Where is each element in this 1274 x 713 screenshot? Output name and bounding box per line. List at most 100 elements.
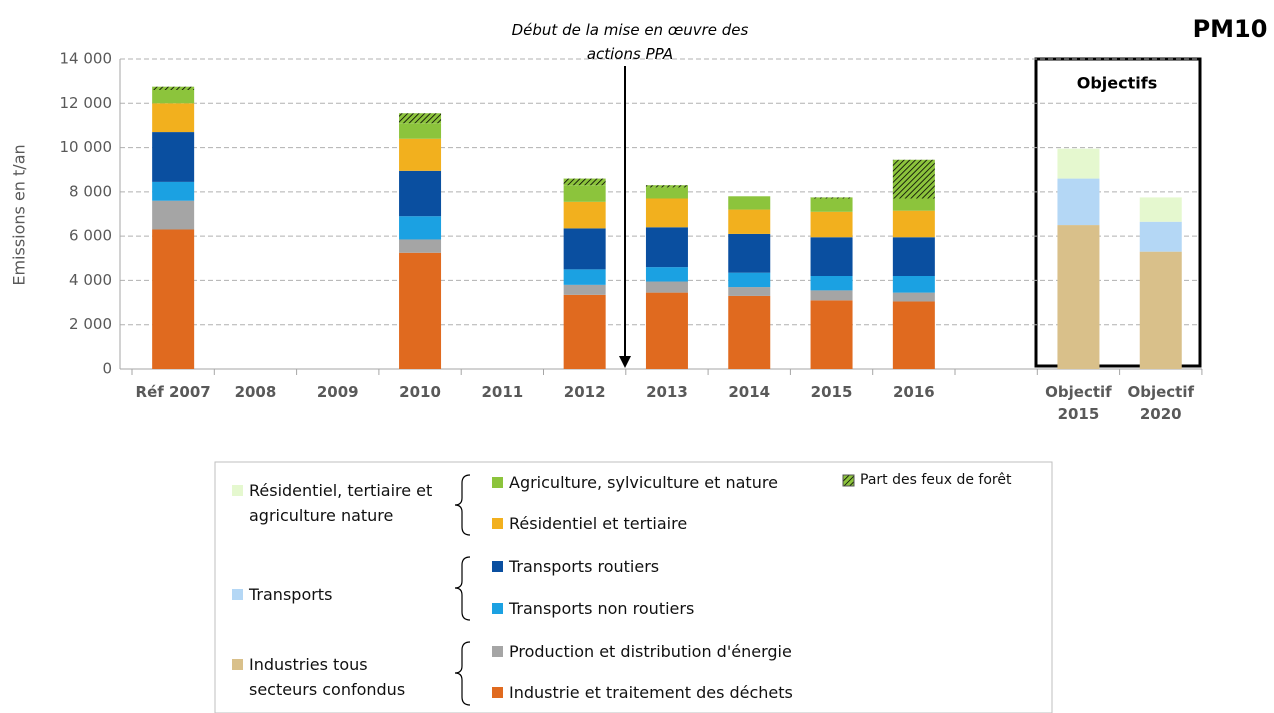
bar-segment xyxy=(563,178,606,186)
legend-swatch xyxy=(232,659,243,670)
legend-label: Résidentiel et tertiaire xyxy=(509,514,688,533)
bar-segment xyxy=(728,209,771,234)
bar-segment xyxy=(563,228,606,270)
x-tick-label: 2012 xyxy=(563,383,606,401)
legend-label: Transports xyxy=(249,585,333,604)
bar-segment xyxy=(728,196,771,210)
bar-segment xyxy=(1057,148,1100,179)
bar-segment xyxy=(728,272,771,288)
bar-segment xyxy=(152,200,195,230)
y-axis-label: Emissions en t/an xyxy=(10,144,29,285)
bar-segment xyxy=(810,198,853,212)
chart-title: PM10 xyxy=(1193,15,1268,43)
bar-segment xyxy=(892,198,935,211)
legend-swatch xyxy=(492,561,503,572)
bar-segment xyxy=(645,187,688,199)
bar-segment xyxy=(892,159,935,199)
legend-box xyxy=(214,461,1053,713)
bar-segment xyxy=(152,103,195,133)
y-tick-label: 12 000 xyxy=(60,94,113,112)
y-tick-label: 10 000 xyxy=(60,138,113,156)
bar-segment xyxy=(563,269,606,285)
y-tick-label: 0 xyxy=(102,360,112,378)
bar-segment xyxy=(399,170,442,217)
x-tick-label: 2011 xyxy=(481,383,524,401)
annotation: Début de la mise en œuvre des actions PP… xyxy=(511,21,749,63)
x-tick-label: Objectif 2015 xyxy=(1045,383,1112,423)
x-tick-label: 2013 xyxy=(646,383,688,401)
legend-swatch xyxy=(842,474,855,487)
objectives-box xyxy=(1034,57,1202,368)
bar-segment xyxy=(399,113,442,124)
bar-segment xyxy=(892,210,935,238)
bar-segment xyxy=(645,227,688,268)
y-tick-label: 8 000 xyxy=(69,182,112,200)
legend-label: Transports non routiers xyxy=(509,599,695,618)
x-tick-label: 2010 xyxy=(399,383,441,401)
x-tick-label: 2016 xyxy=(892,383,935,401)
legend-swatch xyxy=(232,589,243,600)
x-tick-label: Objectif 2020 xyxy=(1127,383,1195,423)
bar-segment xyxy=(810,276,853,291)
bar-segment xyxy=(152,90,195,104)
bar-segment xyxy=(645,281,688,293)
bar-segment xyxy=(563,284,606,295)
bar-segment xyxy=(892,237,935,276)
y-tick-label: 6 000 xyxy=(69,227,112,245)
box-label: Objectifs xyxy=(1077,74,1158,93)
bar-segment xyxy=(399,252,442,369)
x-tick-label: Réf 2007 xyxy=(135,383,211,401)
annotation-arrowhead xyxy=(619,356,631,368)
bar-segment xyxy=(152,229,195,369)
bar-segment xyxy=(1139,197,1182,222)
bar-segment xyxy=(152,132,195,182)
bar-segment xyxy=(1139,251,1182,369)
bar-segment xyxy=(892,276,935,293)
bar-segment xyxy=(810,237,853,276)
bar-segment xyxy=(810,211,853,238)
bar-segment xyxy=(152,181,195,201)
bar-segment xyxy=(728,295,771,369)
bar-segment xyxy=(1057,225,1100,369)
x-tick-label: 2015 xyxy=(810,383,853,401)
y-tick-label: 4 000 xyxy=(69,271,112,289)
legend-swatch xyxy=(492,477,503,488)
y-tick-label: 14 000 xyxy=(60,50,113,68)
bar-segment xyxy=(645,185,688,188)
legend-swatch xyxy=(492,687,503,698)
x-tick-label: 2014 xyxy=(728,383,771,401)
x-tick-label: 2008 xyxy=(234,383,277,401)
bar-segment xyxy=(645,198,688,228)
bar-segment xyxy=(399,216,442,240)
legend-swatch xyxy=(492,603,503,614)
legend-swatch xyxy=(492,518,503,529)
bar-segment xyxy=(563,201,606,229)
bar-segment xyxy=(810,290,853,301)
bar-segment xyxy=(645,267,688,282)
legend-label: Agriculture, sylviculture et nature xyxy=(509,473,778,492)
bar-segment xyxy=(728,287,771,296)
bar-segment xyxy=(1139,221,1182,252)
bar-segment xyxy=(810,300,853,369)
bar-segment xyxy=(152,86,195,90)
bar-segment xyxy=(1057,178,1100,226)
bar-segment xyxy=(399,239,442,253)
bar-segment xyxy=(810,197,853,199)
x-tick-label: 2009 xyxy=(316,383,359,401)
bar-segment xyxy=(399,138,442,171)
bar-segment xyxy=(892,292,935,302)
legend-label: Résidentiel, tertiaire et agriculture na… xyxy=(249,481,433,525)
legend-label: Part des feux de forêt xyxy=(860,472,1012,488)
legend-label: Industrie et traitement des déchets xyxy=(509,683,793,702)
bar-segment xyxy=(399,123,442,139)
bar-segment xyxy=(645,292,688,369)
legend-label: Production et distribution d'énergie xyxy=(509,642,792,661)
legend-label: Transports routiers xyxy=(509,557,660,576)
y-tick-label: 2 000 xyxy=(69,315,112,333)
bar-segment xyxy=(563,185,606,202)
legend-label: Industries tous secteurs confondus xyxy=(249,655,406,699)
bar-segment xyxy=(728,233,771,273)
bar-segment xyxy=(563,294,606,369)
